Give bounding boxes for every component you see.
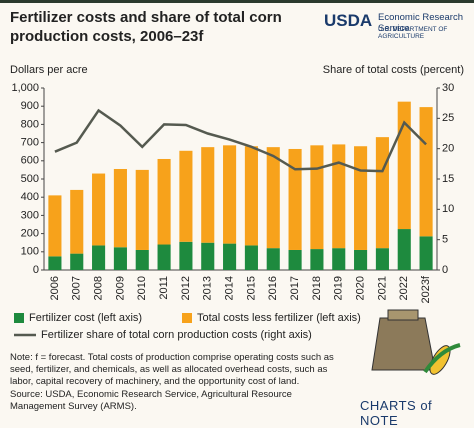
x-tick-label: 2023f: [420, 275, 432, 303]
x-tick-label: 2011: [158, 276, 170, 300]
agency-line: Economic Research Service: [378, 12, 464, 34]
legend-swatch: [182, 313, 192, 323]
y-tick-label: 600: [21, 155, 39, 167]
legend-label: Fertilizer share of total corn productio…: [41, 329, 312, 341]
y2-tick-label: 0: [442, 264, 448, 276]
bar: [354, 146, 368, 250]
bar: [92, 173, 106, 246]
x-tick-label: 2012: [180, 276, 192, 300]
x-tick-label: 2022: [398, 276, 410, 300]
x-tick-label: 2008: [92, 276, 104, 300]
bar: [179, 150, 193, 242]
y-tick-label: 700: [21, 137, 39, 149]
bar: [266, 248, 280, 270]
bar: [244, 245, 258, 270]
legend-swatch: [14, 313, 24, 323]
bar: [113, 168, 127, 248]
y2-tick-label: 15: [442, 173, 454, 185]
y-axis-title: Dollars per acre: [10, 64, 88, 76]
bar: [135, 249, 149, 270]
bar: [92, 245, 106, 270]
x-tick-label: 2006: [49, 276, 61, 300]
x-tick-label: 2013: [202, 276, 214, 300]
bar: [113, 247, 127, 270]
y-tick-label: 200: [21, 228, 39, 240]
y2-axis-title: Share of total costs (percent): [323, 64, 464, 76]
x-tick-label: 2015: [245, 276, 257, 300]
bar: [157, 244, 171, 270]
y-tick-label: 900: [21, 100, 39, 112]
legend-label: Total costs less fertilizer (left axis): [197, 312, 361, 324]
bar: [397, 101, 411, 230]
y-tick-label: 300: [21, 209, 39, 221]
bar: [48, 256, 62, 270]
x-tick-label: 2018: [311, 276, 323, 300]
bar: [332, 144, 346, 249]
legend-label: Fertilizer cost (left axis): [29, 312, 142, 324]
bar: [310, 249, 324, 270]
y-tick-label: 0: [33, 264, 39, 276]
bar: [223, 145, 237, 244]
y2-tick-label: 30: [442, 82, 454, 94]
bar: [48, 195, 62, 257]
source: Source: USDA, Economic Research Service,…: [10, 389, 292, 412]
bar: [244, 146, 258, 246]
agency-line: U.S. DEPARTMENT OF AGRICULTURE: [378, 26, 448, 40]
bar: [70, 253, 84, 270]
note: Note: f = forecast. Total costs of produ…: [10, 352, 334, 387]
bar: [288, 249, 302, 270]
bar: [332, 248, 346, 270]
bar: [201, 147, 215, 243]
bar: [179, 241, 193, 270]
bar: [70, 189, 84, 254]
bar: [419, 107, 433, 237]
bar: [288, 148, 302, 250]
y2-tick-label: 5: [442, 234, 448, 246]
x-tick-label: 2021: [376, 276, 388, 300]
y2-tick-label: 20: [442, 143, 454, 155]
x-tick-label: 2009: [114, 276, 126, 300]
x-tick-label: 2019: [333, 276, 345, 300]
chart-title: Fertilizer costs and share of total corn…: [10, 9, 282, 45]
bar: [135, 169, 149, 250]
bar: [266, 147, 280, 249]
agency-logo: USDA: [324, 11, 373, 30]
y-tick-label: 400: [21, 191, 39, 203]
y-tick-label: 500: [21, 173, 39, 185]
bar: [201, 242, 215, 270]
bar: [397, 229, 411, 270]
x-tick-label: 2010: [136, 276, 148, 300]
y-tick-label: 1,000: [11, 82, 39, 94]
y2-tick-label: 10: [442, 203, 454, 215]
bar: [375, 248, 389, 270]
y2-tick-label: 25: [442, 112, 454, 124]
x-tick-label: 2007: [71, 276, 83, 300]
bar: [354, 249, 368, 270]
bar: [375, 137, 389, 249]
x-tick-label: 2014: [223, 276, 235, 300]
y-tick-label: 100: [21, 246, 39, 258]
x-tick-label: 2016: [267, 276, 279, 300]
line: [54, 108, 427, 173]
bar: [157, 158, 171, 245]
bar: [310, 145, 324, 250]
top-rule: [0, 0, 474, 3]
x-tick-label: 2020: [354, 276, 366, 300]
x-tick-label: 2017: [289, 276, 301, 300]
y-tick-label: 800: [21, 118, 39, 130]
illustration: [371, 309, 461, 375]
bar: [223, 243, 237, 270]
bar: [419, 236, 433, 270]
